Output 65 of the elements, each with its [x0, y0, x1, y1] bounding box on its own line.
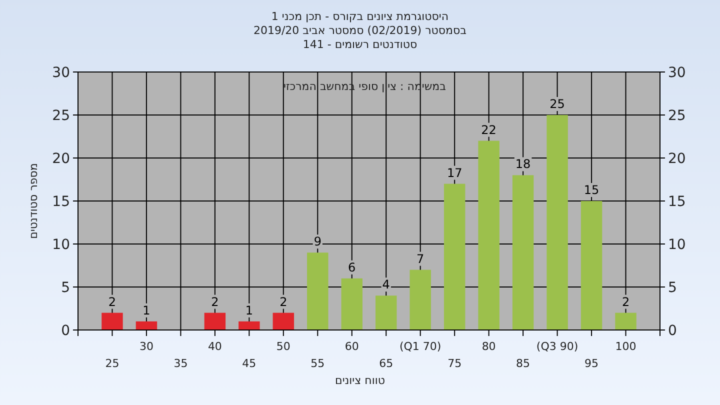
x-tick-label: 95 [584, 357, 599, 370]
x-tick-label: 60 [344, 340, 359, 353]
data-label: 6 [348, 260, 356, 274]
x-tick-label: (Q3 90) [536, 340, 578, 353]
bar [341, 278, 362, 330]
data-label: 1 [245, 303, 253, 318]
data-label: 17 [446, 166, 462, 180]
bar [410, 270, 431, 330]
bar [376, 296, 397, 330]
bar [102, 312, 123, 330]
y2-tick-label: 20 [668, 151, 686, 167]
data-label: 2 [280, 294, 288, 309]
data-label: 2 [211, 294, 219, 309]
x-tick-label: 25 [105, 357, 120, 370]
chart-subtitle: בסמסטר (02/2019) סמסטר אביב 2019/20 [253, 24, 467, 37]
x-tick-label: 80 [482, 340, 496, 353]
x-tick-label: 35 [174, 357, 188, 370]
data-label: 2 [622, 294, 630, 309]
bar [615, 312, 636, 330]
x-tick-label: 75 [448, 357, 462, 370]
data-label: 18 [515, 157, 531, 172]
x-tick-label: 40 [208, 340, 222, 353]
y-tick-label: 15 [52, 194, 70, 210]
x-tick-label: 50 [276, 340, 290, 353]
data-label: 1 [142, 303, 150, 318]
data-label: 25 [550, 97, 565, 111]
y2-tick-label: 25 [668, 108, 686, 124]
bar [546, 115, 568, 330]
x-tick-label: 30 [139, 340, 154, 353]
bar [136, 321, 158, 330]
data-label: 22 [481, 122, 496, 137]
bar [204, 312, 226, 330]
y2-tick-label: 10 [668, 237, 686, 253]
bar [512, 175, 534, 330]
x-tick-label: 45 [242, 357, 256, 370]
data-label: 4 [382, 278, 390, 292]
y2-tick-label: 0 [668, 323, 677, 339]
data-label: 9 [314, 234, 322, 249]
text: סטודנטים רשומים - 141 [302, 38, 418, 51]
y-tick-label: 0 [61, 323, 70, 339]
bar [580, 201, 602, 330]
x-tick-label: (Q1 70) [399, 340, 442, 353]
data-label: 2 [108, 294, 116, 309]
x-tick-label: 85 [516, 357, 530, 370]
y-tick-label: 20 [52, 151, 70, 167]
x-tick-label: 55 [310, 357, 325, 370]
data-label: 7 [416, 252, 424, 266]
x-tick-label: 100 [615, 340, 636, 353]
data-label: 15 [584, 183, 600, 197]
bar [444, 184, 466, 330]
x-axis-title: טווח ציונים [335, 374, 385, 387]
y-axis-title: מספר סטודנטים [27, 163, 40, 239]
chart-title: היסטוגרמת ציונים בקורס - תכן מכני 1 [271, 10, 449, 23]
y2-tick-label: 30 [668, 65, 686, 81]
bar [478, 140, 500, 330]
y-tick-label: 25 [52, 108, 70, 124]
y2-tick-label: 5 [668, 280, 677, 296]
bar [238, 321, 260, 330]
y-tick-label: 10 [52, 237, 70, 253]
bar [272, 312, 294, 330]
y-tick-label: 5 [61, 280, 70, 296]
y2-tick-label: 15 [668, 194, 686, 210]
x-tick-label: 65 [379, 357, 394, 370]
y-tick-label: 30 [52, 65, 70, 81]
bar [307, 252, 328, 330]
